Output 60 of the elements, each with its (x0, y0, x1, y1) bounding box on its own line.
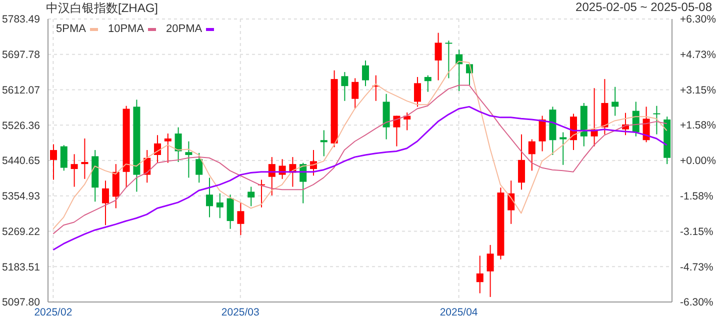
chart-subtitle: 2025-02-05 ~ 2025-05-08 (576, 0, 712, 14)
y-tick-label: 5354.93 (2, 190, 40, 203)
candlestick (434, 32, 442, 81)
candlestick (226, 194, 234, 230)
y2-tick-label: -4.73% (680, 261, 714, 274)
y-tick-label: 5697.78 (2, 49, 40, 62)
y-tick-label: 5612.07 (2, 84, 40, 96)
candlestick (538, 115, 546, 152)
candlestick (50, 144, 57, 180)
legend-label: 10PMA (108, 23, 144, 35)
y2-tick-label: -3.15% (680, 226, 714, 238)
y2-tick-label: +3.15% (680, 84, 716, 96)
candlestick (268, 156, 276, 196)
chart-title: 中汉白银指数[ZHAG] (46, 0, 158, 17)
legend-label: 20PMA (166, 23, 202, 35)
candlestick (216, 192, 224, 219)
candlestick (102, 180, 109, 226)
candlestick (393, 115, 400, 147)
x-tick-label: 2025/04 (440, 306, 478, 318)
candlestick (486, 244, 494, 298)
candlestick (352, 78, 359, 110)
x-tick-label: 2025/03 (221, 306, 260, 318)
candlestick (174, 126, 182, 163)
y-tick-label: 5440.65 (2, 155, 40, 168)
candlestick (362, 60, 369, 87)
y2-tick-label: +1.58% (680, 120, 716, 132)
y-tick-label: 5097.80 (2, 296, 40, 309)
y2-tick-label: +4.73% (680, 48, 716, 61)
y-tick-label: 5183.51 (2, 261, 40, 274)
legend-label: 5PMA (56, 23, 86, 35)
candlestick (528, 138, 536, 172)
candlestick (424, 74, 432, 92)
candlestick (248, 186, 255, 207)
candlestick (518, 134, 525, 190)
y-tick-label: 5269.22 (2, 226, 40, 238)
candlestick (341, 72, 348, 102)
candlestick (653, 105, 660, 135)
candlestick (60, 144, 68, 172)
y2-tick-label: +6.30% (680, 14, 716, 26)
y2-tick-label: -6.30% (680, 296, 714, 309)
candlestick (320, 130, 328, 157)
y-tick-label: 5783.49 (2, 14, 40, 26)
x-tick-label: 2025/02 (34, 306, 72, 318)
candlestick (70, 154, 78, 188)
candlestick (414, 76, 421, 108)
candlestick (508, 180, 515, 224)
candlestick (196, 152, 203, 184)
candlestick (154, 134, 161, 164)
candlestick (206, 177, 213, 218)
candlestick (237, 202, 244, 236)
candlestick (476, 255, 484, 294)
candlestick (445, 40, 452, 79)
candlestick (81, 138, 88, 180)
y2-tick-label: +0.00% (680, 155, 716, 168)
y-tick-label: 5526.36 (2, 120, 40, 132)
candlestick (560, 132, 567, 166)
candlestick (612, 86, 619, 116)
y2-tick-label: -1.58% (680, 190, 714, 203)
candlestick (164, 133, 172, 164)
candlestick (185, 140, 192, 178)
